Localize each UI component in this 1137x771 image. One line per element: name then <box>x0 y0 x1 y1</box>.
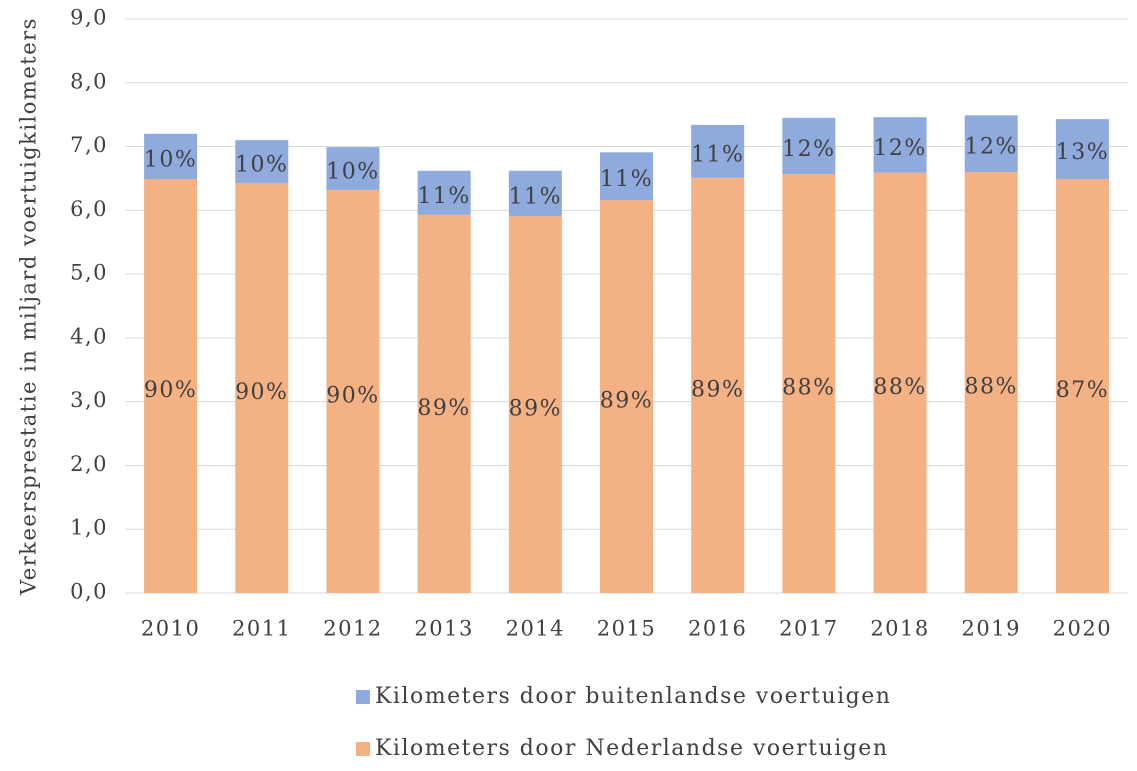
data-label: 89% <box>417 396 470 421</box>
x-tick-label: 2016 <box>688 617 747 641</box>
x-tick-label: 2014 <box>506 617 565 641</box>
y-tick-label: 3,0 <box>70 388 108 412</box>
data-label: 89% <box>600 389 653 414</box>
bar-segment <box>691 124 745 178</box>
data-label: 10% <box>235 153 288 178</box>
x-tick-label: 2015 <box>597 617 656 641</box>
data-label: 11% <box>417 184 470 209</box>
data-label: 10% <box>326 160 379 185</box>
bar-segment <box>964 172 1018 594</box>
bar-segment <box>600 200 653 593</box>
legend-label: Kilometers door buitenlandse voertuigen <box>375 684 891 709</box>
data-label: 11% <box>691 142 744 167</box>
bar-segment <box>144 133 198 180</box>
x-tick-label: 2013 <box>414 617 473 641</box>
y-axis-label: Verkeersprestatie in miljard voertuigkil… <box>17 17 41 596</box>
bar-segment <box>964 115 1018 173</box>
bar-segment <box>508 216 562 593</box>
x-tick-label: 2017 <box>779 617 838 641</box>
x-tick-label: 2012 <box>323 617 382 641</box>
bar-segment <box>417 214 471 593</box>
x-tick-label: 2019 <box>962 617 1021 641</box>
legend-swatch <box>356 690 370 704</box>
y-tick-label: 7,0 <box>70 133 108 157</box>
bar-segment <box>1055 119 1109 180</box>
bar-segment <box>873 117 927 173</box>
x-tick-label: 2011 <box>232 617 291 641</box>
bar-segment <box>326 147 380 190</box>
data-label: 90% <box>235 380 288 405</box>
y-tick-label: 2,0 <box>70 452 108 476</box>
data-label: 88% <box>782 375 835 400</box>
data-label: 13% <box>1056 140 1109 165</box>
y-tick-label: 0,0 <box>70 580 108 604</box>
y-tick-label: 4,0 <box>70 324 108 348</box>
bar-segment <box>873 172 927 593</box>
bar-segment <box>691 177 745 593</box>
data-label: 10% <box>144 147 197 172</box>
data-label: 87% <box>1056 378 1109 403</box>
data-label: 12% <box>873 136 926 161</box>
x-tick-label: 2020 <box>1053 617 1112 641</box>
legend-label: Kilometers door Nederlandse voertuigen <box>375 736 889 761</box>
data-label: 88% <box>965 375 1018 400</box>
data-label: 89% <box>509 397 562 422</box>
bar-segment <box>235 182 289 594</box>
data-label: 12% <box>782 137 835 162</box>
x-tick-label: 2010 <box>141 617 200 641</box>
data-label: 89% <box>691 377 744 402</box>
y-tick-label: 6,0 <box>70 197 108 221</box>
bar-segment <box>417 170 471 215</box>
bar-segment <box>1055 179 1109 594</box>
data-label: 11% <box>509 184 562 209</box>
bar-segment <box>326 189 380 593</box>
data-label: 90% <box>144 378 197 403</box>
y-tick-label: 8,0 <box>70 69 108 93</box>
bar-segment <box>600 152 653 201</box>
data-label: 11% <box>600 167 653 192</box>
bar-segment <box>144 179 198 594</box>
x-tick-label: 2018 <box>870 617 929 641</box>
y-tick-label: 5,0 <box>70 261 108 285</box>
data-label: 12% <box>965 135 1018 160</box>
legend-swatch <box>356 742 370 756</box>
bar-segment <box>782 173 836 594</box>
bar-segment <box>782 117 836 174</box>
data-label: 90% <box>326 383 379 408</box>
bar-segment <box>508 170 562 217</box>
y-tick-label: 1,0 <box>70 516 108 540</box>
y-tick-label: 9,0 <box>70 6 108 30</box>
bar-segment <box>235 140 289 183</box>
data-label: 88% <box>873 375 926 400</box>
